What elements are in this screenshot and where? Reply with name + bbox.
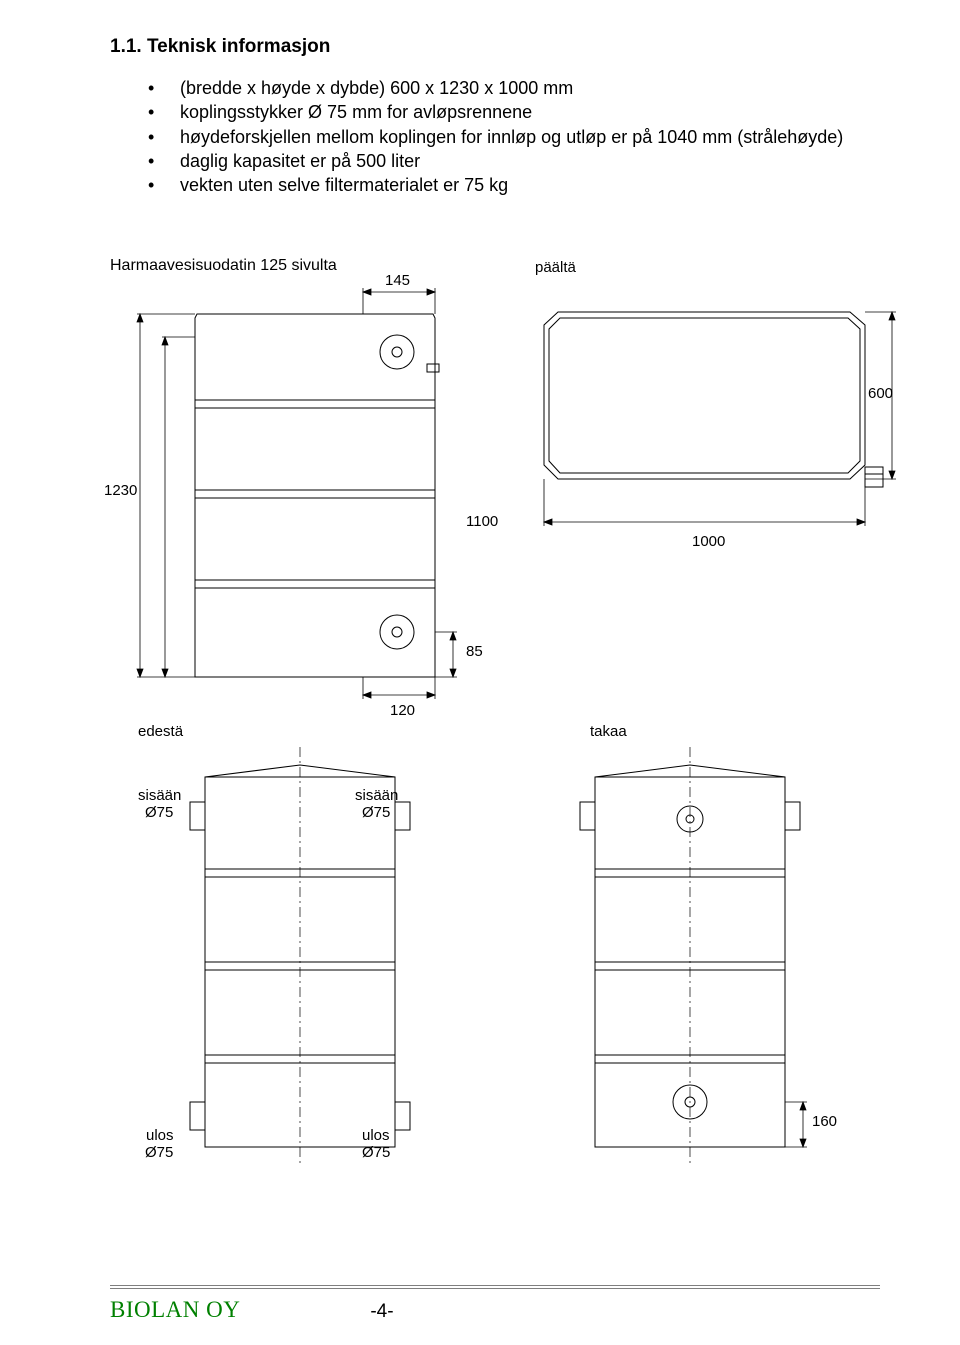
dim-145: 145 <box>385 272 410 289</box>
page-footer: BIOLAN OY -4- <box>110 1297 880 1323</box>
front-view-svg <box>170 747 450 1177</box>
diagram-title: Harmaavesisuodatin 125 sivulta <box>110 257 337 275</box>
side-view-svg <box>135 282 465 702</box>
label-o75-bl: Ø75 <box>145 1144 173 1161</box>
section-title: 1.1. Teknisk informasjon <box>110 36 880 58</box>
label-paalta: päältä <box>535 259 576 276</box>
technical-diagram: Harmaavesisuodatin 125 sivulta <box>110 257 880 1187</box>
dim-1000: 1000 <box>692 533 725 550</box>
top-view-svg <box>530 287 900 557</box>
dim-160: 160 <box>812 1113 837 1130</box>
footer-separator <box>110 1285 880 1289</box>
bullet-item: daglig kapasitet er på 500 liter <box>148 149 880 173</box>
dim-120: 120 <box>390 702 415 719</box>
bullet-item: vekten uten selve filtermaterialet er 75… <box>148 173 880 197</box>
dim-1100: 1100 <box>466 513 498 530</box>
label-ulos-right: ulos <box>362 1127 390 1144</box>
label-ulos-left: ulos <box>146 1127 174 1144</box>
label-o75-br: Ø75 <box>362 1144 390 1161</box>
bullet-item: (bredde x høyde x dybde) 600 x 1230 x 10… <box>148 76 880 100</box>
label-sisaan-right: sisään <box>355 787 398 804</box>
label-edesta: edestä <box>138 723 183 740</box>
dim-1230: 1230 <box>104 482 137 499</box>
bullet-list: (bredde x høyde x dybde) 600 x 1230 x 10… <box>110 76 880 197</box>
label-o75-tl: Ø75 <box>145 804 173 821</box>
bullet-item: koplingsstykker Ø 75 mm for avløpsrennen… <box>148 100 880 124</box>
page-number: -4- <box>370 1301 393 1323</box>
dim-600: 600 <box>868 385 893 402</box>
brand-name: BIOLAN OY <box>110 1297 240 1323</box>
dim-85: 85 <box>466 643 483 660</box>
bullet-item: høydeforskjellen mellom koplingen for in… <box>148 125 880 149</box>
label-sisaan-left: sisään <box>138 787 181 804</box>
label-o75-tr: Ø75 <box>362 804 390 821</box>
label-takaa: takaa <box>590 723 627 740</box>
